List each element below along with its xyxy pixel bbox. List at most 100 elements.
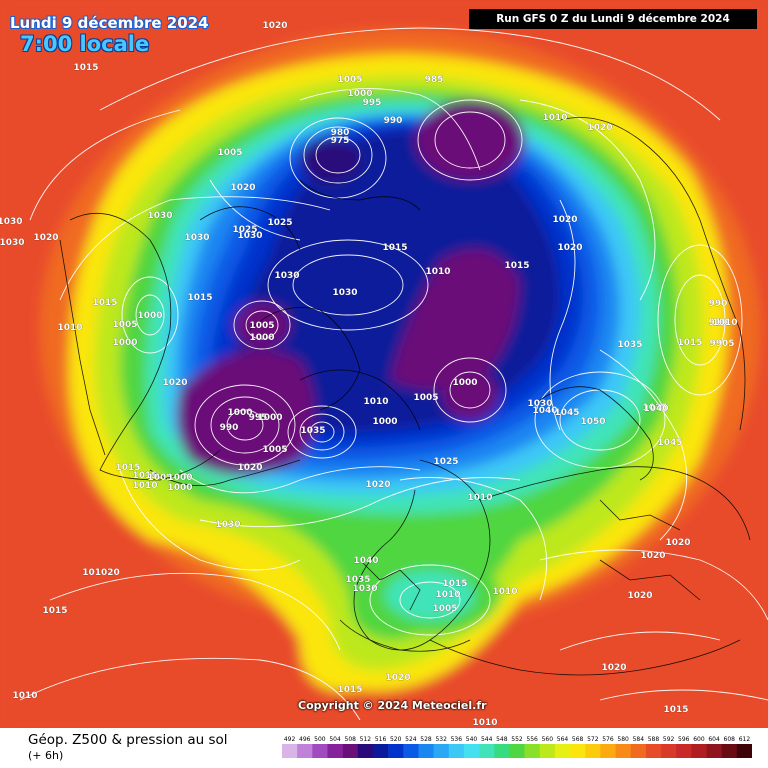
model-run-banner: Run GFS 0 Z du Lundi 9 décembre 2024 [469, 9, 757, 29]
scale-swatch [615, 744, 632, 758]
pressure-label: 1015 [73, 63, 98, 73]
scale-tick-label: 536 [451, 736, 463, 743]
scale-tick-label: 544 [481, 736, 493, 743]
pressure-label: 1010 [712, 318, 737, 328]
pressure-label: 1040 [643, 404, 668, 414]
scale-tick-label: 600 [693, 736, 705, 743]
pressure-label: 1000 [137, 311, 162, 321]
pressure-label: 1010 [492, 587, 517, 597]
scale-tick-label: 496 [299, 736, 311, 743]
scale-swatch [403, 744, 419, 758]
pressure-label: 1015 [115, 463, 140, 473]
scale-swatch [327, 744, 343, 758]
scale-swatch [736, 744, 752, 758]
pressure-label: 1000 [347, 89, 372, 99]
pressure-label: 1015 [337, 685, 362, 695]
legend-bar: Géop. Z500 & pression au sol (+ 6h) 492 4… [0, 728, 768, 768]
pressure-label: 980 [331, 128, 350, 138]
pressure-label: 1015 [42, 606, 67, 616]
pressure-label: 1025 [232, 225, 257, 235]
scale-tick-label: 504 [329, 736, 341, 743]
pressure-label: 1025 [433, 457, 458, 467]
pressure-label: 1005 [249, 321, 274, 331]
pressure-label: 1000 [112, 338, 137, 348]
scale-tick-label: 500 [314, 736, 326, 743]
forecast-local-time: 7:00 locale [20, 32, 150, 56]
scale-swatch [721, 744, 738, 758]
pressure-label: 1020 [385, 673, 410, 683]
scale-swatch [600, 744, 616, 758]
pressure-label: 1010 [425, 267, 450, 277]
pressure-label: 1015 [382, 243, 407, 253]
pressure-label: 1030 [215, 520, 240, 530]
pressure-label: 1010 [435, 590, 460, 600]
scale-tick-label: 580 [617, 736, 629, 743]
scale-tick-label: 584 [633, 736, 645, 743]
pressure-label: 1000 [227, 408, 252, 418]
scale-swatch [297, 744, 313, 758]
pressure-label: 1030 [147, 211, 172, 221]
scale-swatch [418, 744, 434, 758]
scale-swatch [706, 744, 722, 758]
pressure-label: 1010 [57, 323, 82, 333]
color-scale: 492 496 500 504 508 512 516 520 524 528 532 536 540 5… [282, 736, 752, 758]
pressure-label: 1050 [580, 417, 605, 427]
scale-tick-label: 596 [678, 736, 690, 743]
pressure-label: 990 [384, 116, 403, 126]
scale-tick-label: 524 [405, 736, 417, 743]
pressure-label: 1015 [504, 261, 529, 271]
pressure-label: 1030 [237, 231, 262, 241]
pressure-label: 1010 [132, 481, 157, 491]
scale-swatch [645, 744, 662, 758]
pressure-label: 1025 [267, 218, 292, 228]
pressure-label: 1015 [92, 298, 117, 308]
pressure-label: 990 [709, 299, 728, 309]
pressure-label: 1020 [640, 551, 665, 561]
pressure-label: 1030 [352, 584, 377, 594]
scale-swatch [282, 744, 298, 758]
pressure-label: 1010 [542, 113, 567, 123]
pressure-label: 1020 [601, 663, 626, 673]
pressure-label: 910 [709, 318, 728, 328]
pressure-label: 1010 [12, 691, 37, 701]
scale-tick-label: 608 [724, 736, 736, 743]
pressure-label: 1030 [0, 238, 25, 248]
scale-swatch [342, 744, 359, 758]
pressure-label: 1015 [442, 579, 467, 589]
pressure-label: 1020 [587, 123, 612, 133]
pressure-label: 1020 [33, 233, 58, 243]
scale-swatch [524, 744, 541, 758]
pressure-label: 1035 [642, 403, 667, 413]
pressure-label: 1030 [527, 399, 552, 409]
scale-tick-label: 560 [542, 736, 554, 743]
scale-tick-label: 564 [557, 736, 569, 743]
scale-tick-label: 548 [496, 736, 508, 743]
pressure-label: 1000 [452, 378, 477, 388]
pressure-label: 1030 [0, 217, 23, 227]
pressure-label: 1035 [617, 340, 642, 350]
pressure-label: 1010 [472, 718, 497, 728]
pressure-label: 1015 [677, 338, 702, 348]
pressure-label: 1015 [132, 471, 157, 481]
pressure-label: 1020 [665, 538, 690, 548]
pressure-label: 1035 [345, 575, 370, 585]
pressure-label: 1005 [112, 320, 137, 330]
forecast-lead-time: (+ 6h) [28, 749, 64, 762]
pressure-label: 1030 [332, 288, 357, 298]
scale-swatch [448, 744, 465, 758]
pressure-label: 1020 [237, 463, 262, 473]
pressure-label: 1000 [372, 417, 397, 427]
pressure-label: 990 [220, 423, 239, 433]
scale-tick-label: 576 [602, 736, 614, 743]
pressure-label: 1015 [187, 293, 212, 303]
pressure-label: 1010 [467, 493, 492, 503]
scale-swatch [388, 744, 404, 758]
coastlines [59, 117, 751, 676]
pressure-label: 1040 [353, 556, 378, 566]
pressure-label: 1020 [262, 21, 287, 31]
pressure-label: 1040 [532, 406, 557, 416]
scale-swatch [494, 744, 510, 758]
scale-tick-label: 512 [360, 736, 372, 743]
